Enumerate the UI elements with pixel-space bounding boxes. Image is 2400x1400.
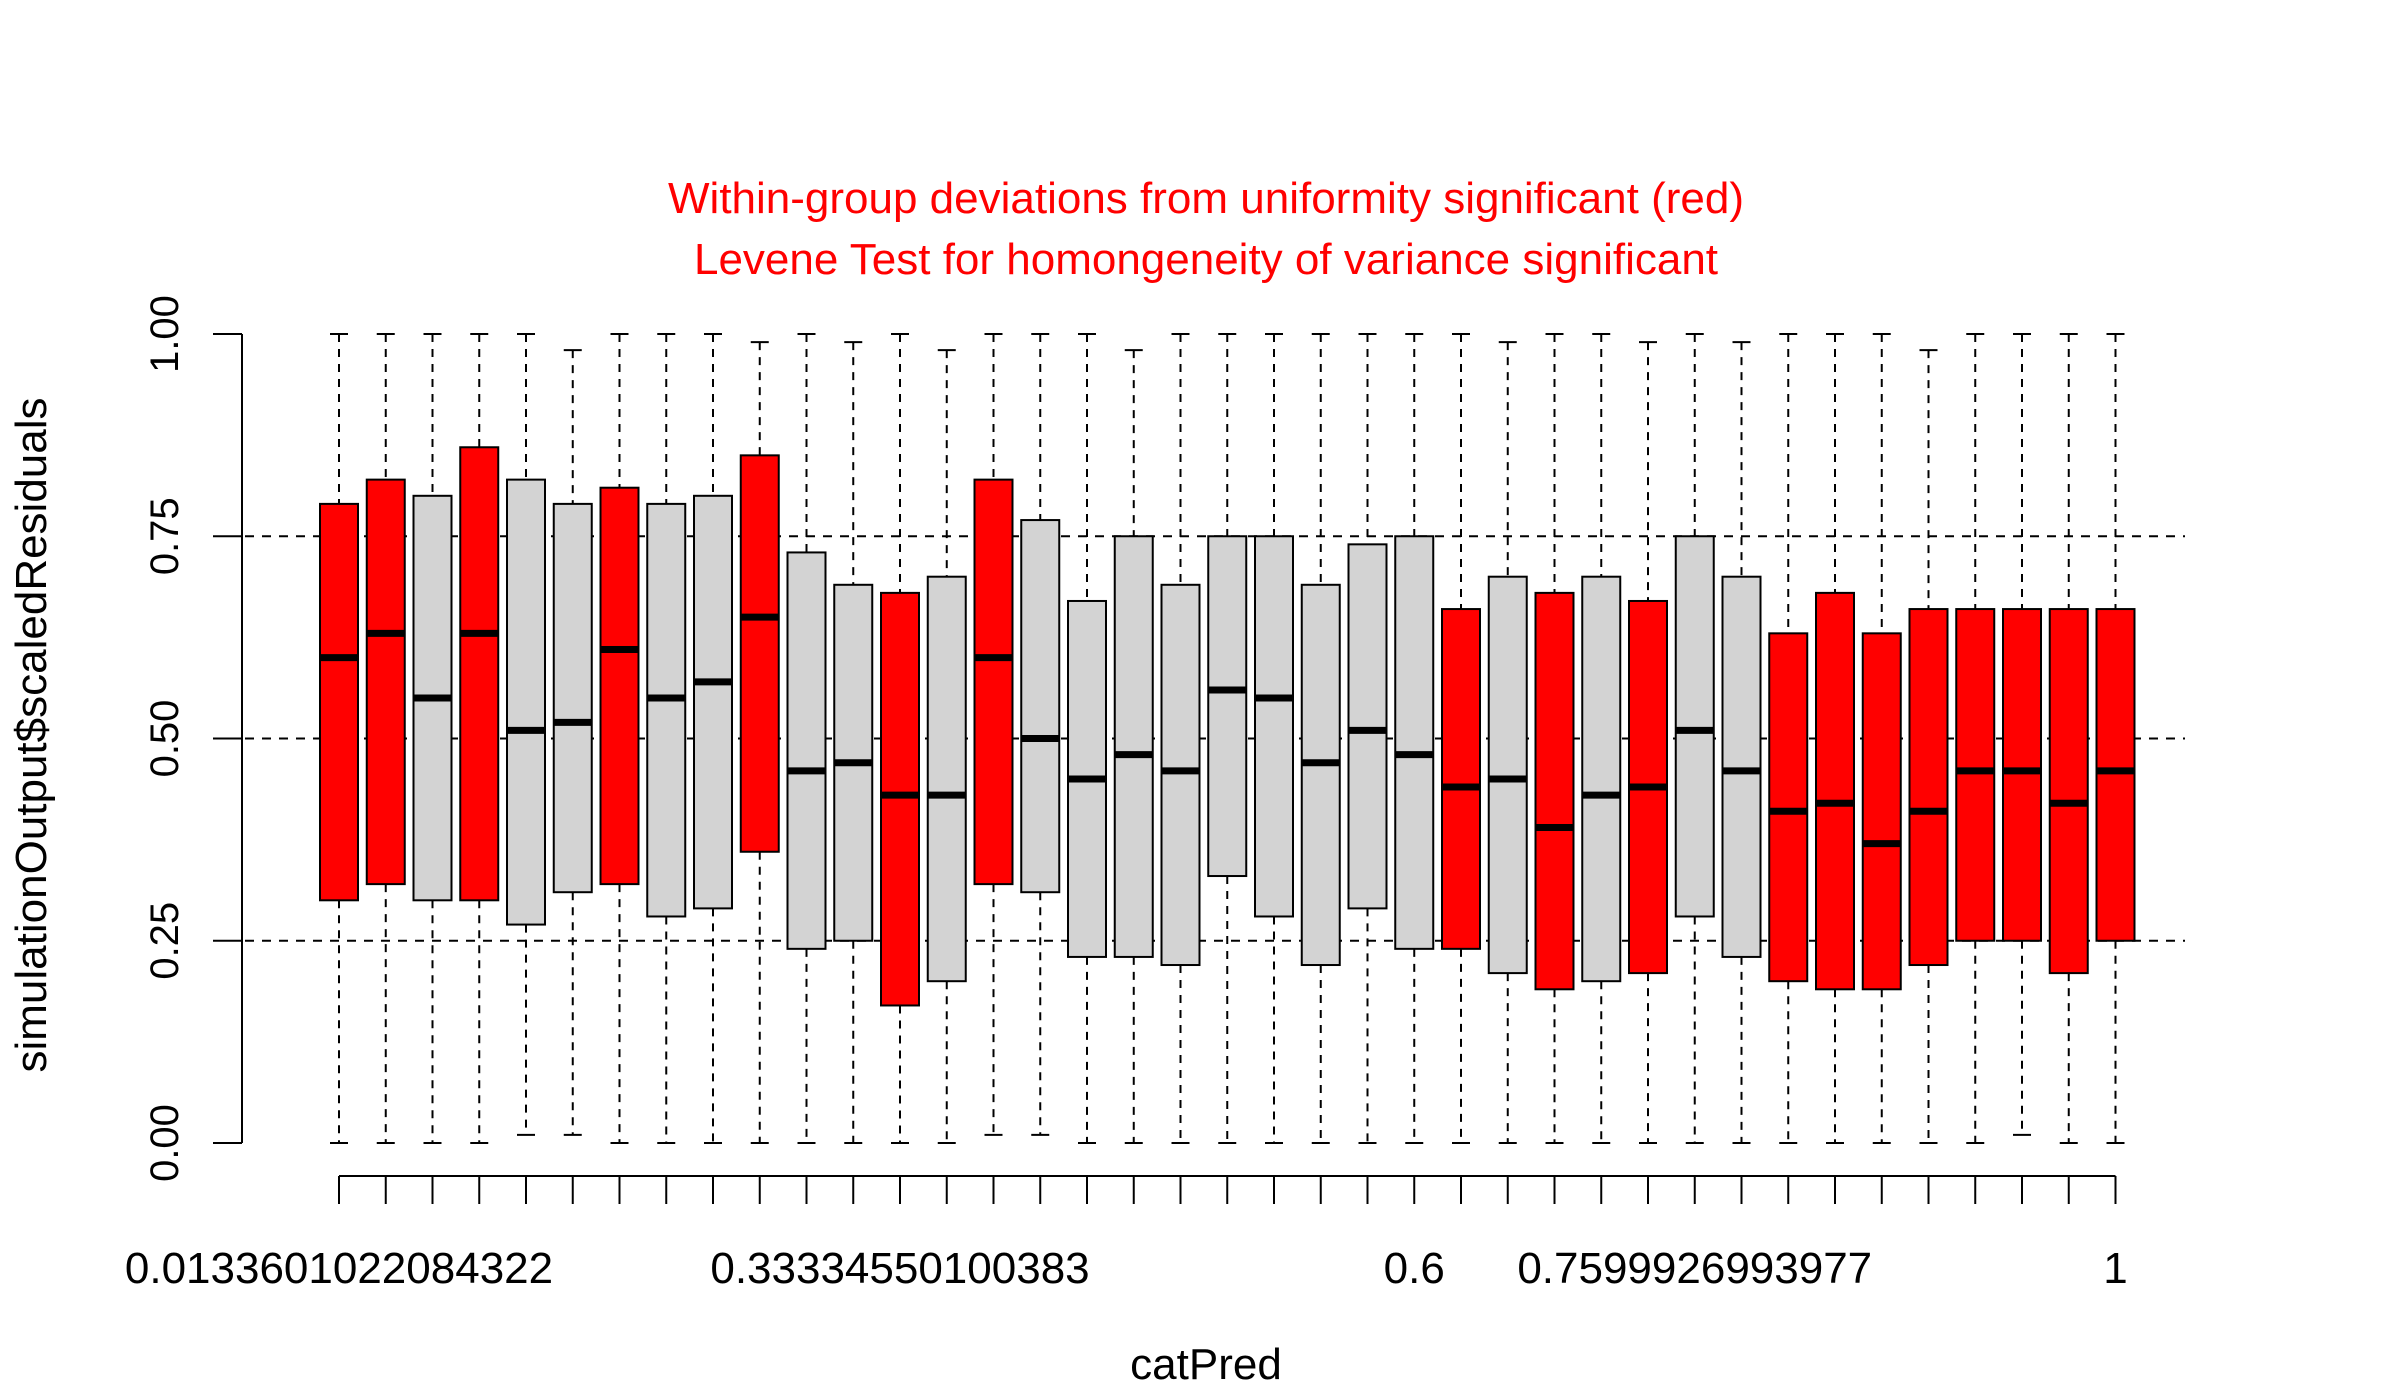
box bbox=[552, 502, 593, 894]
box bbox=[1674, 535, 1715, 918]
y-axis-label: simulationOutput$scaledResiduals bbox=[7, 397, 56, 1072]
box bbox=[1254, 535, 1294, 918]
box-significant bbox=[2048, 608, 2089, 975]
box bbox=[1160, 583, 1201, 967]
y-tick-label: 0.50 bbox=[143, 700, 187, 778]
y-tick-label: 0.75 bbox=[143, 497, 187, 575]
box-significant bbox=[1534, 591, 1575, 991]
chart-subtitle: Levene Test for homongeneity of variance… bbox=[694, 235, 1718, 284]
box-significant bbox=[319, 502, 359, 902]
box bbox=[1394, 535, 1435, 950]
box-significant bbox=[365, 478, 406, 886]
x-axis-label: catPred bbox=[1130, 1340, 1282, 1389]
box bbox=[926, 575, 967, 983]
x-tick-label: 0.6 bbox=[1384, 1244, 1445, 1293]
box-significant bbox=[2095, 608, 2136, 942]
box-significant bbox=[973, 478, 1014, 886]
box-significant bbox=[1441, 608, 1481, 950]
box bbox=[1207, 535, 1248, 878]
box bbox=[786, 551, 827, 950]
box bbox=[693, 494, 733, 910]
box bbox=[646, 502, 687, 918]
y-tick-label: 0.25 bbox=[143, 902, 187, 980]
box bbox=[1347, 543, 1388, 910]
box-significant bbox=[739, 454, 780, 853]
y-tick-label: 1.00 bbox=[143, 295, 187, 373]
box bbox=[1721, 575, 1762, 958]
y-axis: 0.00 0.25 0.50 0.75 1.00 bbox=[143, 295, 243, 1182]
box bbox=[1113, 535, 1154, 958]
box-significant bbox=[599, 486, 640, 886]
x-tick-label: 0.33334550100383 bbox=[710, 1244, 1089, 1293]
box-significant bbox=[1955, 608, 1996, 942]
x-tick-label: 0.7599926993977 bbox=[1517, 1244, 1872, 1293]
box-significant bbox=[880, 591, 920, 1007]
whiskers bbox=[330, 333, 2125, 1144]
x-tick-label: 0.0133601022084322 bbox=[125, 1244, 553, 1293]
box bbox=[1300, 583, 1341, 967]
x-tick-label: 1 bbox=[2103, 1244, 2127, 1293]
box bbox=[1581, 575, 1622, 983]
chart-title: Within-group deviations from uniformity … bbox=[668, 174, 1744, 223]
box-significant bbox=[1768, 632, 1809, 983]
box-significant bbox=[459, 446, 500, 902]
y-tick-label: 0.00 bbox=[143, 1104, 187, 1182]
boxes bbox=[319, 446, 2136, 1007]
x-axis: 0.0133601022084322 0.33334550100383 0.6 0.7… bbox=[125, 1175, 2128, 1293]
box-significant bbox=[1861, 632, 1902, 991]
box bbox=[1487, 575, 1528, 975]
box-significant bbox=[1815, 591, 1855, 991]
box bbox=[506, 478, 546, 926]
box-significant bbox=[1908, 608, 1949, 967]
box bbox=[1020, 519, 1061, 894]
box-significant bbox=[2002, 608, 2042, 942]
